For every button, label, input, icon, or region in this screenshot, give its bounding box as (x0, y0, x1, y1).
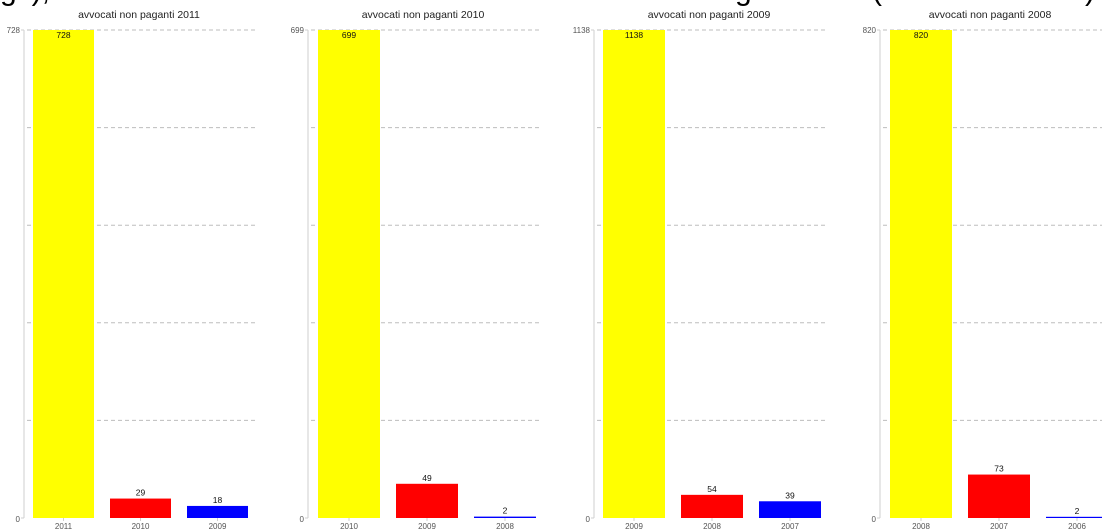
y-tick-label: 728 (7, 26, 21, 35)
chart-title: avvocati non paganti 2009 (648, 9, 771, 21)
heading-fragment: ( (872, 0, 882, 8)
y-tick-label: 0 (872, 515, 877, 524)
x-tick-label: 2008 (912, 522, 930, 530)
x-tick-label: 2006 (1068, 522, 1086, 530)
bar-value-label: 39 (785, 490, 795, 500)
y-tick-label: 699 (291, 26, 305, 35)
bar-value-label: 73 (994, 464, 1004, 474)
bar (474, 516, 536, 518)
x-tick-label: 2011 (55, 522, 73, 530)
bar (187, 505, 248, 518)
x-tick-label: 2007 (781, 522, 799, 530)
bar (759, 501, 821, 518)
bar (318, 30, 380, 518)
x-tick-label: 2008 (703, 522, 721, 530)
bar-value-label: 699 (342, 30, 356, 40)
heading-fragment: g (735, 0, 752, 8)
chart-title: avvocati non paganti 2008 (929, 9, 1052, 21)
chart-title: avvocati non paganti 2011 (78, 9, 200, 21)
bar (603, 30, 665, 518)
cropped-heading: gi ), g ( ) (0, 0, 1102, 14)
x-tick-label: 2010 (132, 522, 150, 530)
bar (968, 474, 1030, 518)
chart-3: 1138 0 avvocati non paganti 2009 1138 2009 54… (573, 9, 826, 530)
bar (1046, 516, 1102, 518)
bar (110, 498, 171, 518)
x-tick-label: 2009 (418, 522, 436, 530)
x-tick-label: 2008 (496, 522, 514, 530)
y-tick-label: 0 (300, 515, 305, 524)
heading-fragment: gi ), (0, 0, 50, 8)
bar (681, 494, 743, 518)
chart-1: 728 0 avvocati non paganti 2011 728 2011 29 20… (7, 9, 255, 530)
bar-value-label: 54 (707, 484, 717, 494)
bar-value-label: 1138 (625, 30, 644, 40)
bar (396, 483, 458, 518)
y-tick-label: 0 (586, 515, 591, 524)
bar-value-label: 2 (503, 506, 508, 516)
x-tick-label: 2009 (209, 522, 227, 530)
bar (33, 30, 94, 518)
bar-value-label: 49 (422, 473, 432, 483)
y-tick-label: 0 (16, 515, 21, 524)
y-tick-label: 1138 (573, 26, 591, 35)
chart-title: avvocati non paganti 2010 (362, 9, 485, 21)
x-tick-label: 2010 (340, 522, 358, 530)
bar-value-label: 820 (914, 30, 928, 40)
bar (890, 30, 952, 518)
bar-value-label: 728 (56, 30, 70, 40)
bar-value-label: 2 (1075, 506, 1080, 516)
x-tick-label: 2007 (990, 522, 1008, 530)
chart-2: 699 0 avvocati non paganti 2010 699 2010 49 20… (291, 9, 540, 530)
bar-value-label: 29 (136, 488, 146, 498)
y-tick-label: 820 (863, 26, 877, 35)
heading-fragment: ) (1085, 0, 1095, 8)
bar-value-label: 18 (213, 495, 223, 505)
x-tick-label: 2009 (625, 522, 643, 530)
